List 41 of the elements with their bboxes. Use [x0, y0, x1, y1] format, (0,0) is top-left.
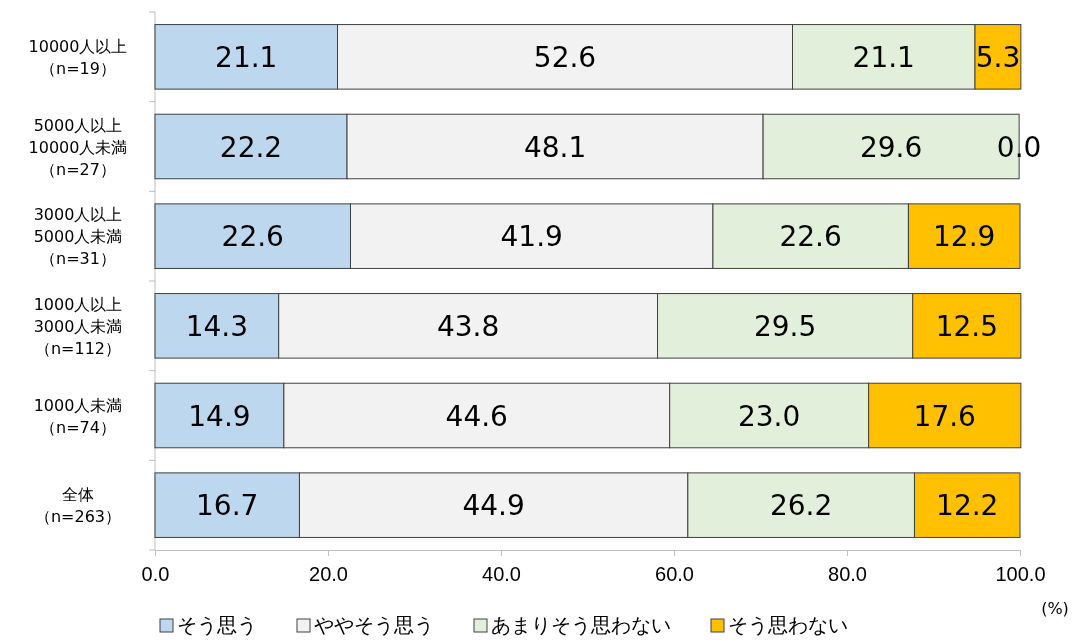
legend-label: そう思わない [728, 613, 848, 637]
data-label: 22.6 [779, 220, 842, 254]
data-label: 21.1 [215, 40, 278, 74]
data-label: 52.6 [533, 40, 597, 74]
data-label: 44.6 [445, 399, 508, 433]
y-tick-label: 10000人以上（n=19） [28, 36, 128, 78]
data-label: 0.0 [996, 130, 1042, 164]
x-tick-label: 80.0 [828, 563, 867, 585]
data-label: 12.2 [936, 489, 999, 523]
data-label: 43.8 [436, 309, 500, 343]
data-label: 14.9 [188, 399, 251, 433]
data-label: 26.2 [769, 489, 833, 523]
data-label: 21.1 [852, 40, 915, 74]
data-label: 23.0 [737, 399, 801, 433]
y-tick-label: 1000人未満（n=74） [33, 395, 123, 437]
data-label: 48.1 [523, 130, 587, 164]
x-tick-label: 60.0 [655, 563, 694, 585]
data-label: 44.9 [462, 489, 525, 523]
y-tick-label: 1000人以上3000人未満（n=112） [33, 294, 123, 358]
data-label: 29.6 [859, 130, 923, 164]
y-tick-label: 全体（n=263） [34, 485, 122, 527]
x-tick-label: 100.0 [995, 563, 1046, 585]
data-label: 22.6 [221, 220, 284, 254]
data-label: 41.9 [500, 220, 563, 254]
data-label: 16.7 [196, 489, 259, 523]
legend-label: あまりそう思わない [491, 613, 671, 637]
data-label: 5.3 [975, 40, 1021, 74]
x-tick-label: 40.0 [482, 563, 521, 585]
data-label: 22.2 [219, 130, 283, 164]
legend-label: そう思う [177, 613, 257, 637]
data-label: 14.3 [185, 309, 249, 343]
text: (%) [1041, 599, 1069, 618]
data-label: 17.6 [913, 399, 976, 433]
data-label: 12.5 [935, 309, 998, 343]
x-tick-label: 20.0 [309, 563, 348, 585]
y-tick-label: 5000人以上10000人未満（n=27） [28, 115, 128, 179]
data-label: 12.9 [933, 220, 996, 254]
legend-label: ややそう思う [314, 613, 434, 637]
x-tick-label: 0.0 [141, 563, 170, 585]
y-tick-label: 3000人以上5000人未満（n=31） [33, 205, 123, 269]
data-label: 29.5 [753, 309, 817, 343]
